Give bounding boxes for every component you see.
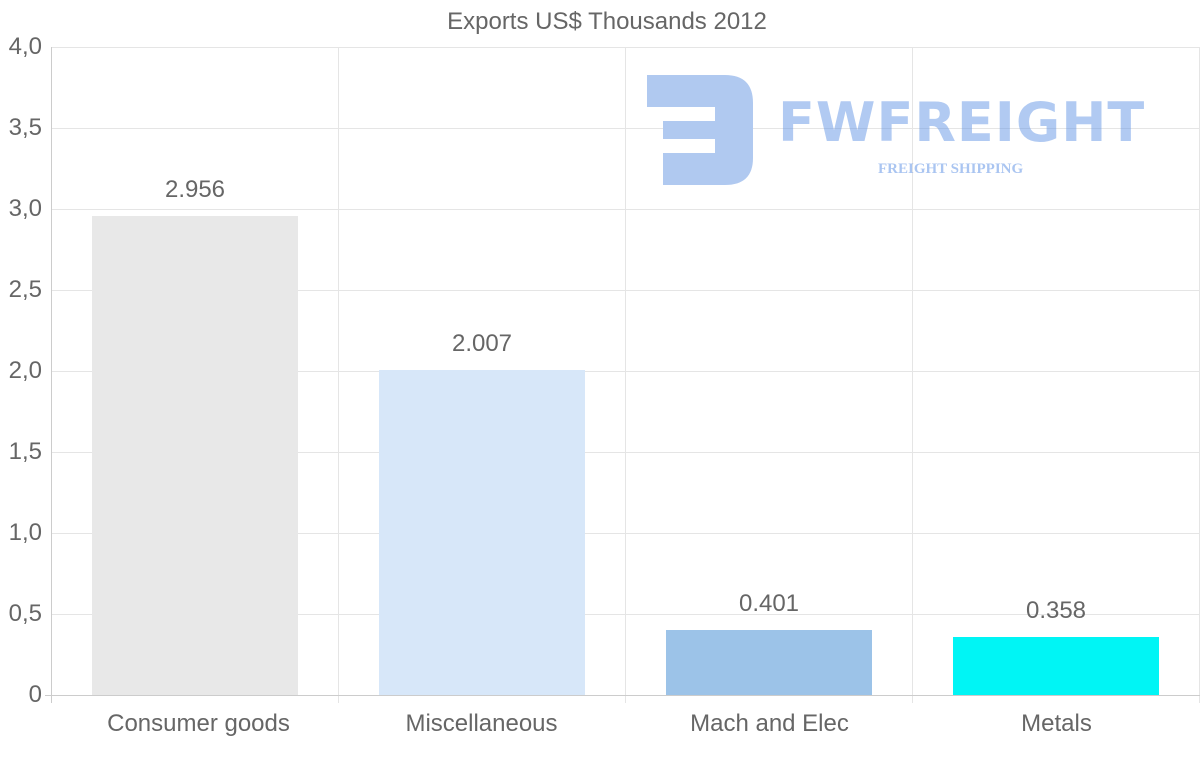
gridline	[338, 47, 339, 703]
gridline	[625, 47, 626, 703]
chart-title: Exports US$ Thousands 2012	[447, 8, 767, 35]
bar-value-label: 2.956	[164, 176, 226, 203]
y-tick-label: 0	[28, 681, 42, 708]
x-category-label: Mach and Elec	[690, 710, 849, 737]
y-tick-label: 4,0	[8, 33, 42, 60]
x-axis	[45, 695, 1200, 696]
bar-value-label: 2.007	[451, 330, 513, 357]
y-tick-label: 2,5	[8, 276, 42, 303]
y-tick-label: 3,5	[8, 114, 42, 141]
x-category-label: Consumer goods	[107, 710, 290, 737]
watermark-tagline: FREIGHT SHIPPING	[878, 161, 1024, 177]
bar-mach-and-elec[interactable]	[666, 630, 872, 695]
x-category-label: Metals	[1021, 710, 1092, 737]
y-tick-label: 0,5	[8, 600, 42, 627]
y-tick-label: 3,0	[8, 195, 42, 222]
y-tick-label: 2,0	[8, 357, 42, 384]
bar-miscellaneous[interactable]	[379, 370, 585, 695]
fwfreight-watermark-logo: FWFREIGHT FREIGHT SHIPPING	[645, 73, 1155, 188]
y-axis	[51, 47, 52, 703]
bar-metals[interactable]	[953, 637, 1159, 695]
bar-value-label: 0.358	[1025, 597, 1087, 624]
plot-area	[45, 47, 1200, 703]
watermark-brand: FWFREIGHT	[778, 91, 1146, 154]
bar-consumer-goods[interactable]	[92, 216, 298, 695]
fwfreight-logo-icon	[647, 75, 753, 185]
y-tick-label: 1,5	[8, 438, 42, 465]
gridline	[912, 47, 913, 703]
y-tick-label: 1,0	[8, 519, 42, 546]
x-category-label: Miscellaneous	[405, 710, 558, 737]
bar-value-label: 0.401	[738, 590, 800, 617]
